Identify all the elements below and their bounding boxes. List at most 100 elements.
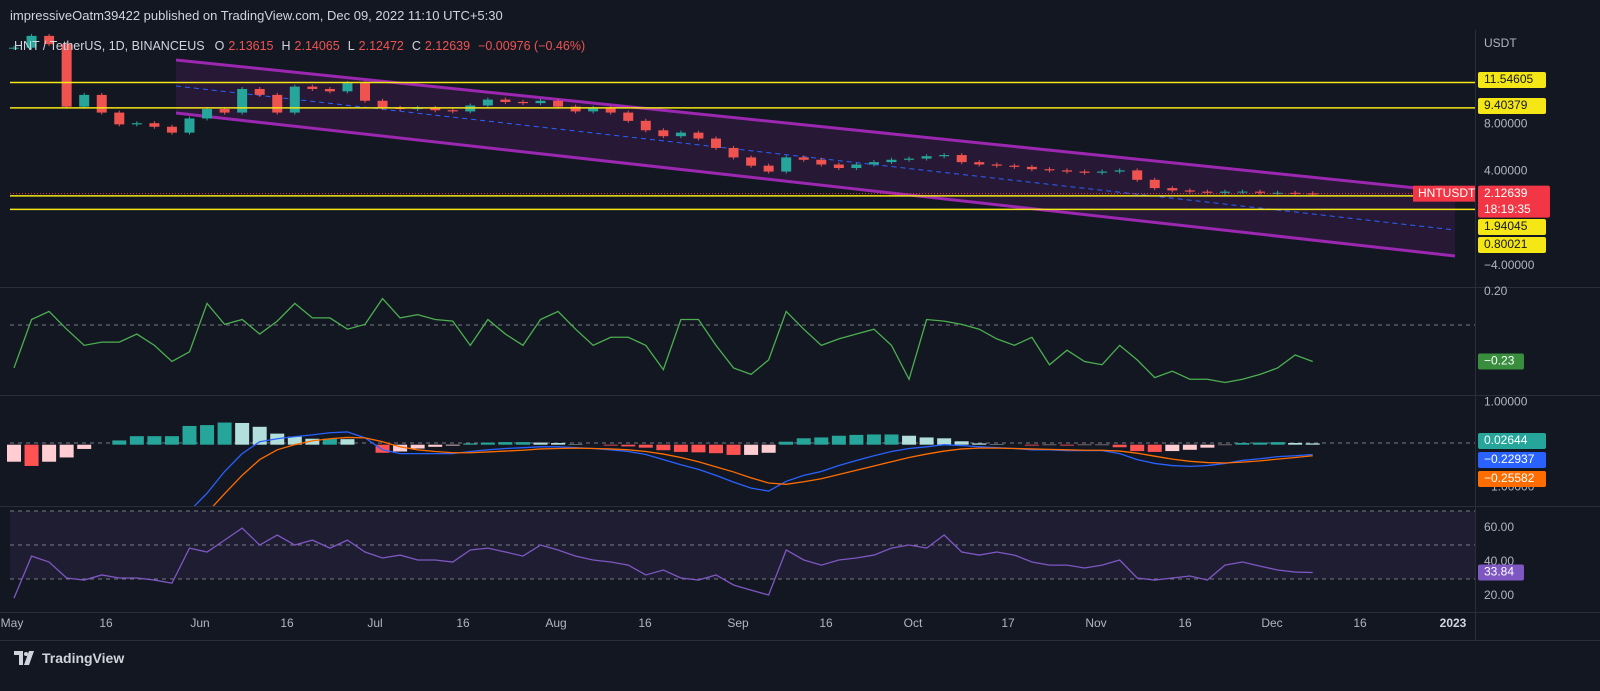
candle: [1079, 171, 1090, 173]
candle: [61, 44, 72, 107]
candle: [658, 130, 669, 137]
candle: [939, 155, 950, 157]
candle: [956, 155, 967, 163]
level-label: 11.54605: [1484, 72, 1533, 86]
candle: [1219, 191, 1230, 193]
footer: TradingView: [14, 650, 124, 666]
hist-bar: [691, 444, 706, 453]
candle: [675, 132, 686, 137]
candle: [430, 107, 441, 111]
hist-bar: [1060, 444, 1074, 446]
candle: [517, 101, 528, 104]
hist-bar: [200, 425, 215, 445]
hist-bar: [796, 438, 811, 445]
hist-bar: [866, 434, 881, 445]
candle: [1272, 192, 1283, 194]
h-label: H: [281, 39, 291, 53]
candle: [482, 99, 493, 106]
hist-bar: [1182, 444, 1197, 450]
hist-bar: [814, 437, 829, 445]
candle: [728, 147, 739, 158]
hist-bar: [1235, 442, 1250, 445]
hist-bar: [603, 444, 618, 446]
candle: [360, 83, 370, 101]
candle: [991, 164, 1002, 166]
hist-bar: [252, 426, 267, 445]
hist-bar: [287, 436, 302, 445]
candle: [1114, 170, 1125, 172]
hist-bar: [1024, 444, 1039, 446]
symbol: HNT / TetherUS, 1D, BINANCEUS: [14, 39, 205, 53]
hist-bar: [305, 438, 320, 445]
currency: USDT: [1484, 36, 1517, 50]
y-tick-label: 8.00000: [1484, 117, 1528, 131]
hist-bar: [217, 422, 232, 445]
level-label: 0.80021: [1484, 237, 1528, 251]
hist-bar: [849, 434, 864, 445]
candle: [219, 109, 230, 113]
candle: [254, 88, 265, 95]
candle: [746, 157, 757, 166]
line: [13, 527, 1313, 599]
hist-last-bg: [1478, 433, 1546, 449]
candle: [166, 126, 177, 133]
published: impressiveOatm39422 published on Trading…: [10, 8, 503, 23]
candle: [377, 100, 388, 108]
x-tick-label: Jul: [367, 616, 382, 630]
countdown: 18:19:35: [1484, 202, 1531, 216]
hist-bar: [7, 444, 21, 462]
hist-bar: [533, 442, 548, 445]
candle: [570, 106, 581, 112]
hist-bar: [322, 438, 337, 445]
candle: [763, 165, 774, 172]
candle: [1237, 191, 1248, 193]
legend: HNT / TetherUS, 1D, BINANCEUS O 2.13615 H…: [14, 39, 589, 53]
level-label-bg: [1478, 219, 1546, 235]
hist-bar: [445, 444, 460, 446]
x-tick-label: Nov: [1085, 616, 1106, 630]
x-tick-label: May: [1, 616, 24, 630]
last-price-bg: [1478, 185, 1550, 218]
candle: [9, 47, 19, 49]
line: [13, 297, 1313, 384]
osc-last: −0.23: [1484, 354, 1515, 368]
candle: [289, 86, 300, 113]
x-tick-label: 2023: [1440, 616, 1467, 630]
level-label-bg: [1478, 237, 1546, 253]
hist-bar: [831, 435, 846, 445]
candle: [131, 123, 142, 125]
hist-bar: [551, 442, 566, 445]
candle: [114, 112, 125, 125]
candle: [711, 138, 721, 148]
hist-bar: [1305, 443, 1320, 445]
level-label: 1.94045: [1484, 219, 1528, 233]
macd-last: −0.22937: [1484, 452, 1535, 466]
candle: [640, 120, 651, 131]
l-label: L: [347, 39, 355, 53]
x-tick-label: Dec: [1261, 616, 1282, 630]
candle: [974, 162, 985, 165]
hist-bar: [884, 434, 899, 445]
candle: [1097, 171, 1108, 173]
y-tick-label: 1.00000: [1484, 394, 1528, 408]
hist-bar: [761, 444, 776, 453]
hist-bar: [393, 444, 408, 452]
candle: [816, 159, 827, 165]
hist-last: 0.02644: [1484, 433, 1528, 447]
change: −0.00976 (−0.46%): [478, 39, 586, 53]
hist-bar: [709, 444, 723, 454]
candle: [202, 109, 213, 119]
logo: [14, 651, 34, 665]
hist-bar: [235, 422, 250, 445]
candle: [1255, 191, 1266, 193]
level-label-bg: [1478, 98, 1546, 114]
candle: [96, 94, 107, 113]
hist-bar: [779, 441, 794, 445]
level-label-bg: [1478, 72, 1546, 88]
x-tick-label: Jun: [190, 616, 209, 630]
y-tick-label: 20.00: [1484, 588, 1514, 602]
candle: [1044, 169, 1055, 171]
hist-bar: [147, 436, 162, 445]
hist-bar: [498, 442, 513, 445]
